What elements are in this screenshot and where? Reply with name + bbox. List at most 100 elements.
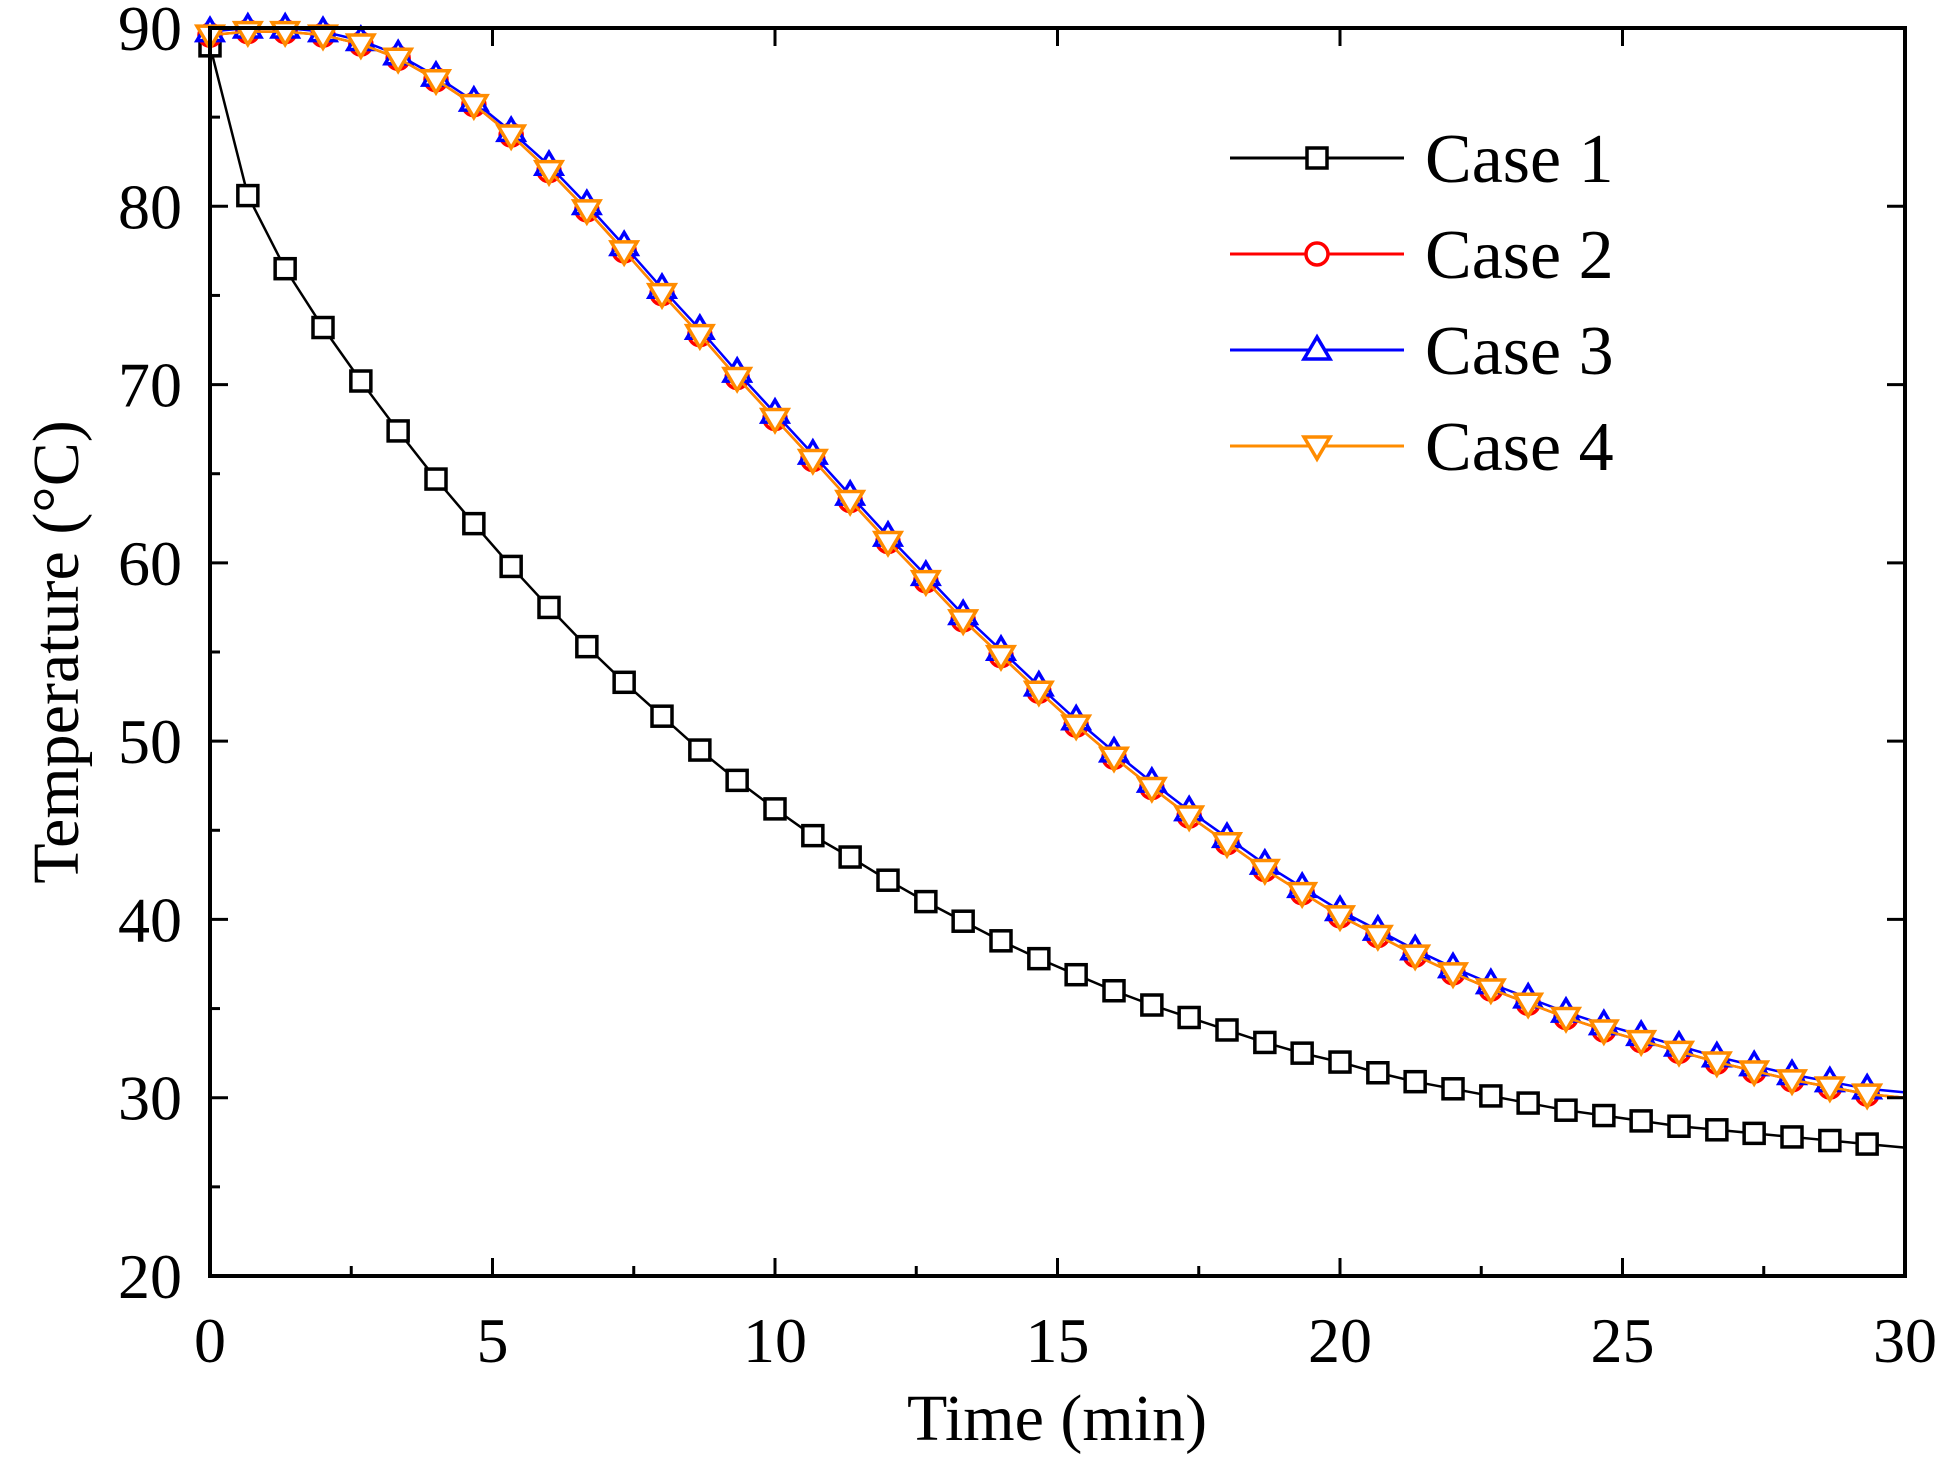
data-point <box>499 554 523 579</box>
data-point <box>951 909 975 933</box>
data-point <box>1328 1050 1352 1074</box>
x-axis-title: Time (min) <box>907 1382 1207 1455</box>
data-point <box>1629 1109 1653 1133</box>
data-point <box>612 670 636 695</box>
data-point <box>1366 1061 1390 1085</box>
data-point <box>236 183 260 208</box>
data-point <box>532 159 566 188</box>
data-point <box>871 530 905 558</box>
legend-label: Case 3 <box>1425 313 1614 390</box>
data-point <box>537 595 561 620</box>
legend-marker <box>1300 435 1334 463</box>
data-point <box>1215 1018 1239 1042</box>
data-point <box>1323 905 1357 933</box>
data-point <box>495 124 528 152</box>
series-line-4 <box>209 30 1906 1099</box>
legend-entry-2: Case 2 <box>1230 217 1614 294</box>
data-point <box>876 868 900 892</box>
data-point <box>273 256 297 281</box>
data-point <box>1705 1118 1729 1142</box>
data-point <box>796 448 829 476</box>
y-tick-label: 30 <box>118 1063 182 1134</box>
data-point <box>914 889 938 914</box>
data-point <box>763 797 787 821</box>
y-tick-label: 40 <box>118 884 182 955</box>
data-point <box>1210 832 1244 860</box>
legend-marker <box>1305 146 1329 170</box>
data-point <box>984 644 1018 673</box>
data-point <box>650 704 674 728</box>
y-tick-label: 90 <box>118 0 182 64</box>
x-tick-label: 0 <box>194 1305 226 1376</box>
data-point <box>683 323 716 352</box>
data-point <box>1248 858 1281 886</box>
x-tick-label: 15 <box>1026 1305 1090 1376</box>
data-point <box>1818 1128 1842 1153</box>
data-point <box>1625 1029 1658 1058</box>
data-point <box>1064 962 1088 987</box>
data-point <box>801 823 825 848</box>
data-point <box>758 407 792 435</box>
data-point <box>947 609 980 637</box>
data-point <box>1403 1069 1427 1094</box>
x-tick-label: 5 <box>477 1305 509 1376</box>
data-point <box>1399 944 1432 972</box>
legend: Case 1 Case 2 Case 3 Case 4 <box>1230 121 1614 486</box>
data-point <box>462 511 486 536</box>
data-point <box>419 68 453 97</box>
data-point <box>1286 881 1319 910</box>
y-axis-title: Temperature (°C) <box>20 420 93 883</box>
data-point <box>834 489 867 517</box>
data-point <box>1022 680 1055 708</box>
data-point <box>1738 1060 1771 1088</box>
data-point <box>1549 1006 1583 1034</box>
data-point <box>1855 1132 1879 1156</box>
x-tick-label: 20 <box>1308 1305 1372 1376</box>
data-point <box>570 199 603 227</box>
y-tick-label: 60 <box>118 528 182 599</box>
data-point <box>1587 1019 1620 1047</box>
data-point <box>457 93 490 122</box>
data-point <box>1554 1098 1578 1122</box>
data-point <box>1060 714 1093 742</box>
axes-layer: 0 5 10 15 20 25 30 20 30 40 50 60 70 80 90 <box>118 0 1937 1376</box>
legend-label: Case 4 <box>1425 409 1614 486</box>
legend-marker <box>1304 241 1330 267</box>
data-point <box>1780 1125 1804 1149</box>
legend-entry-4: Case 4 <box>1230 409 1614 486</box>
data-point <box>1436 962 1470 990</box>
data-point <box>1592 1103 1616 1128</box>
data-point <box>1361 924 1394 952</box>
x-tick-label: 10 <box>743 1305 807 1376</box>
data-point <box>1140 993 1164 1017</box>
data-point <box>989 929 1013 953</box>
data-point <box>1441 1077 1465 1101</box>
data-point <box>1173 805 1206 833</box>
data-point <box>1813 1076 1846 1104</box>
x-tick-label: 30 <box>1873 1305 1937 1376</box>
series-line-3 <box>209 26 1906 1094</box>
data-point <box>1253 1030 1277 1055</box>
data-point <box>1102 978 1126 1003</box>
data-point <box>645 282 679 311</box>
data-point <box>1177 1005 1201 1030</box>
data-point <box>344 33 377 61</box>
data-point <box>1667 1114 1691 1138</box>
data-point <box>1097 746 1131 774</box>
legend-label: Case 1 <box>1425 121 1614 198</box>
data-point <box>1479 1084 1503 1108</box>
series-1 <box>198 34 1906 1156</box>
series-line-1 <box>208 45 1906 1149</box>
data-point <box>311 315 335 340</box>
legend-label: Case 2 <box>1425 217 1614 294</box>
data-point <box>1027 946 1051 971</box>
data-point <box>382 47 415 75</box>
y-tick-label: 80 <box>118 171 182 242</box>
data-point <box>1742 1121 1766 1146</box>
data-point <box>838 845 862 869</box>
y-tick-label: 50 <box>118 706 182 777</box>
legend-marker <box>1300 333 1334 361</box>
data-point <box>349 369 373 393</box>
y-tick-label: 20 <box>118 1241 182 1312</box>
